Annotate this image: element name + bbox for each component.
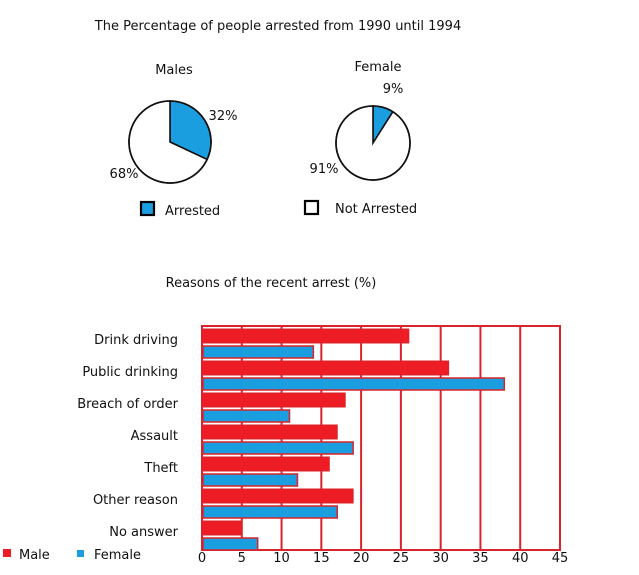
bar-category-label: Theft — [143, 461, 178, 476]
legend-arrested-label: Arrested — [165, 204, 220, 219]
bar-category-label: Breach of order — [77, 397, 178, 412]
x-tick-label: 25 — [393, 551, 410, 566]
x-tick-label: 35 — [472, 551, 489, 566]
bar-female — [202, 441, 354, 455]
males-pie-slice-label-arrested: 32% — [209, 109, 238, 124]
males-pie-outline — [128, 100, 212, 184]
x-tick-label: 5 — [238, 551, 246, 566]
bar-female — [202, 505, 338, 519]
x-tick-label: 10 — [273, 551, 290, 566]
bar-female — [202, 377, 506, 391]
x-tick-label: 40 — [512, 551, 529, 566]
pie-section-title: The Percentage of people arrested from 1… — [94, 19, 461, 34]
female-pie-outline — [335, 105, 411, 181]
legend-male-label: Male — [19, 548, 50, 563]
bar-male — [201, 488, 354, 504]
bar-chart-bars — [201, 328, 506, 551]
males-pie-slice-label-not-arrested: 68% — [110, 167, 139, 182]
males-pie: 32% 68% — [110, 100, 238, 184]
bar-male — [201, 392, 346, 408]
legend-female-swatch — [77, 550, 84, 557]
x-tick-label: 45 — [552, 551, 569, 566]
bar-chart-categories: Drink driving Public drinking Breach of or… — [77, 333, 178, 540]
female-pie-slice-label-arrested: 9% — [383, 82, 404, 97]
female-pie: 9% 91% — [310, 82, 411, 181]
x-tick-label: 15 — [313, 551, 330, 566]
bar-category-label: Drink driving — [94, 333, 178, 348]
x-tick-label: 20 — [353, 551, 370, 566]
legend-female-label: Female — [94, 548, 141, 563]
legend-male-swatch — [3, 549, 11, 557]
legend-arrested-swatch — [139, 200, 156, 217]
female-pie-subtitle: Female — [354, 60, 401, 75]
bar-category-label: Assault — [131, 429, 178, 444]
bar-category-label: Public drinking — [82, 365, 178, 380]
bar-female — [202, 409, 291, 423]
bar-chart-x-ticks: 0 5 10 15 20 25 30 35 40 45 — [198, 551, 568, 566]
female-pie-slice-label-not-arrested: 91% — [310, 162, 339, 177]
bar-male — [201, 424, 338, 440]
bar-male — [201, 520, 243, 536]
bar-category-label: Other reason — [93, 493, 178, 508]
males-pie-subtitle: Males — [155, 63, 193, 78]
x-tick-label: 30 — [432, 551, 449, 566]
bar-female — [202, 345, 315, 359]
x-tick-label: 0 — [198, 551, 206, 566]
bar-female — [202, 537, 259, 551]
bar-male — [201, 328, 410, 344]
bar-female — [202, 473, 299, 487]
bar-male — [201, 360, 450, 376]
bar-chart-title: Reasons of the recent arrest (%) — [166, 276, 377, 291]
legend-not-arrested-label: Not Arrested — [335, 202, 417, 217]
bar-male — [201, 456, 330, 472]
legend-not-arrested-swatch — [303, 199, 320, 216]
bar-category-label: No answer — [109, 525, 178, 540]
